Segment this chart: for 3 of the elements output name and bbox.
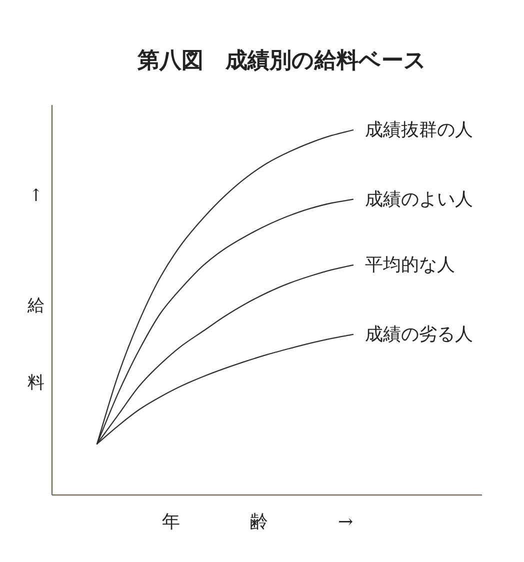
xlabel: 年 齢 → <box>162 512 380 532</box>
ylabel: ↑ 給 料 <box>27 186 44 390</box>
title: 第八図 成績別の給料ベース <box>138 48 426 74</box>
